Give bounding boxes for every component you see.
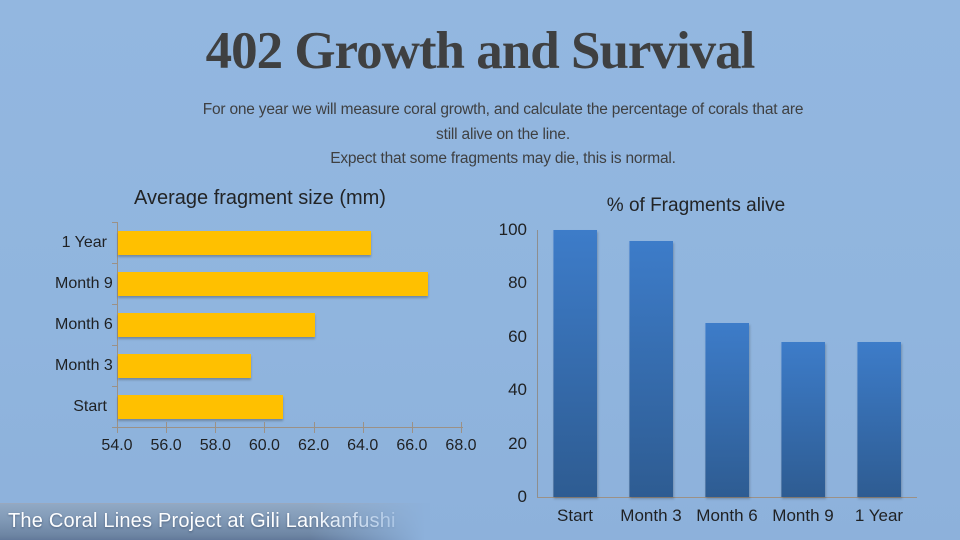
x-axis-line <box>537 497 917 498</box>
x-tick-label: 54.0 <box>101 437 133 454</box>
category-label: Start <box>73 398 107 415</box>
category-label: Month 6 <box>55 316 113 333</box>
category-tick <box>112 427 117 428</box>
bar-start <box>553 230 597 497</box>
x-category-label: Month 9 <box>772 506 834 525</box>
category-label: 1 Year <box>61 234 107 251</box>
x-axis-tick <box>264 422 266 433</box>
y-tick-label: 40 <box>508 380 527 400</box>
y-tick-label: 100 <box>498 220 527 239</box>
fragment-size-chart-title: Average fragment size (mm) <box>134 187 386 209</box>
bar-month-3 <box>629 240 673 497</box>
subtitle-line-2: still alive on the line. <box>436 126 570 143</box>
x-axis-tick <box>362 422 364 433</box>
x-axis-tick <box>117 422 118 433</box>
footer-text: The Coral Lines Project at Gili Lankanfu… <box>8 510 396 532</box>
x-tick-label: 62.0 <box>298 437 330 454</box>
subtitle-note: Expect that some fragments may die, this… <box>330 150 676 167</box>
category-tick <box>112 222 117 223</box>
x-tick-label: 64.0 <box>347 437 379 454</box>
bar-month-9 <box>781 342 825 497</box>
x-tick-label: 60.0 <box>248 437 280 454</box>
fragments-alive-chart-title: % of Fragments alive <box>606 195 786 216</box>
fragments-alive-chart: % of Fragments alive 0 20 40 60 80 100 Start Mo… <box>480 190 940 535</box>
bar-month-3 <box>118 353 251 378</box>
page-title: 402 Growth and Survival <box>205 22 756 80</box>
footer-banner: The Coral Lines Project at Gili Lankanfu… <box>0 503 430 540</box>
x-tick-label: 68.0 <box>445 437 477 454</box>
y-tick-label: 60 <box>508 326 527 346</box>
x-axis-tick <box>411 422 413 433</box>
footer-fade <box>310 503 430 540</box>
bar-start <box>118 394 283 419</box>
category-tick <box>112 386 117 387</box>
bar-1-year <box>118 230 372 255</box>
category-tick <box>112 304 117 305</box>
bar-month-9 <box>118 271 428 296</box>
category-tick <box>112 263 117 264</box>
bar-month-6 <box>118 312 315 337</box>
y-axis-line <box>117 222 118 428</box>
subtitle-text: For one year we will measure coral growt… <box>120 97 886 147</box>
x-axis-tick <box>215 422 217 433</box>
x-category-label: Month 6 <box>696 506 758 525</box>
y-tick-label: 20 <box>508 433 527 453</box>
category-label: Month 3 <box>55 357 113 374</box>
x-axis-line <box>117 427 463 428</box>
x-category-label: 1 Year <box>854 506 904 525</box>
x-axis-tick <box>166 422 168 433</box>
y-axis-line <box>537 230 538 497</box>
y-tick-label: 0 <box>517 487 527 506</box>
category-tick <box>112 345 117 346</box>
x-axis-tick <box>461 422 462 433</box>
x-axis-tick <box>313 422 315 433</box>
x-tick-label: 66.0 <box>396 437 428 454</box>
x-category-label: Start <box>557 506 593 525</box>
category-label: Month 9 <box>55 275 113 292</box>
x-tick-label: 56.0 <box>150 437 182 454</box>
bar-month-6 <box>705 323 749 497</box>
x-tick-label: 58.0 <box>199 437 231 454</box>
x-category-label: Month 3 <box>620 506 682 525</box>
bar-1-year <box>857 342 901 497</box>
fragment-size-chart: Average fragment size (mm) 1 Year Month 9… <box>55 185 477 485</box>
y-tick-label: 80 <box>508 273 527 293</box>
subtitle-line-1: For one year we will measure coral growt… <box>202 101 804 118</box>
